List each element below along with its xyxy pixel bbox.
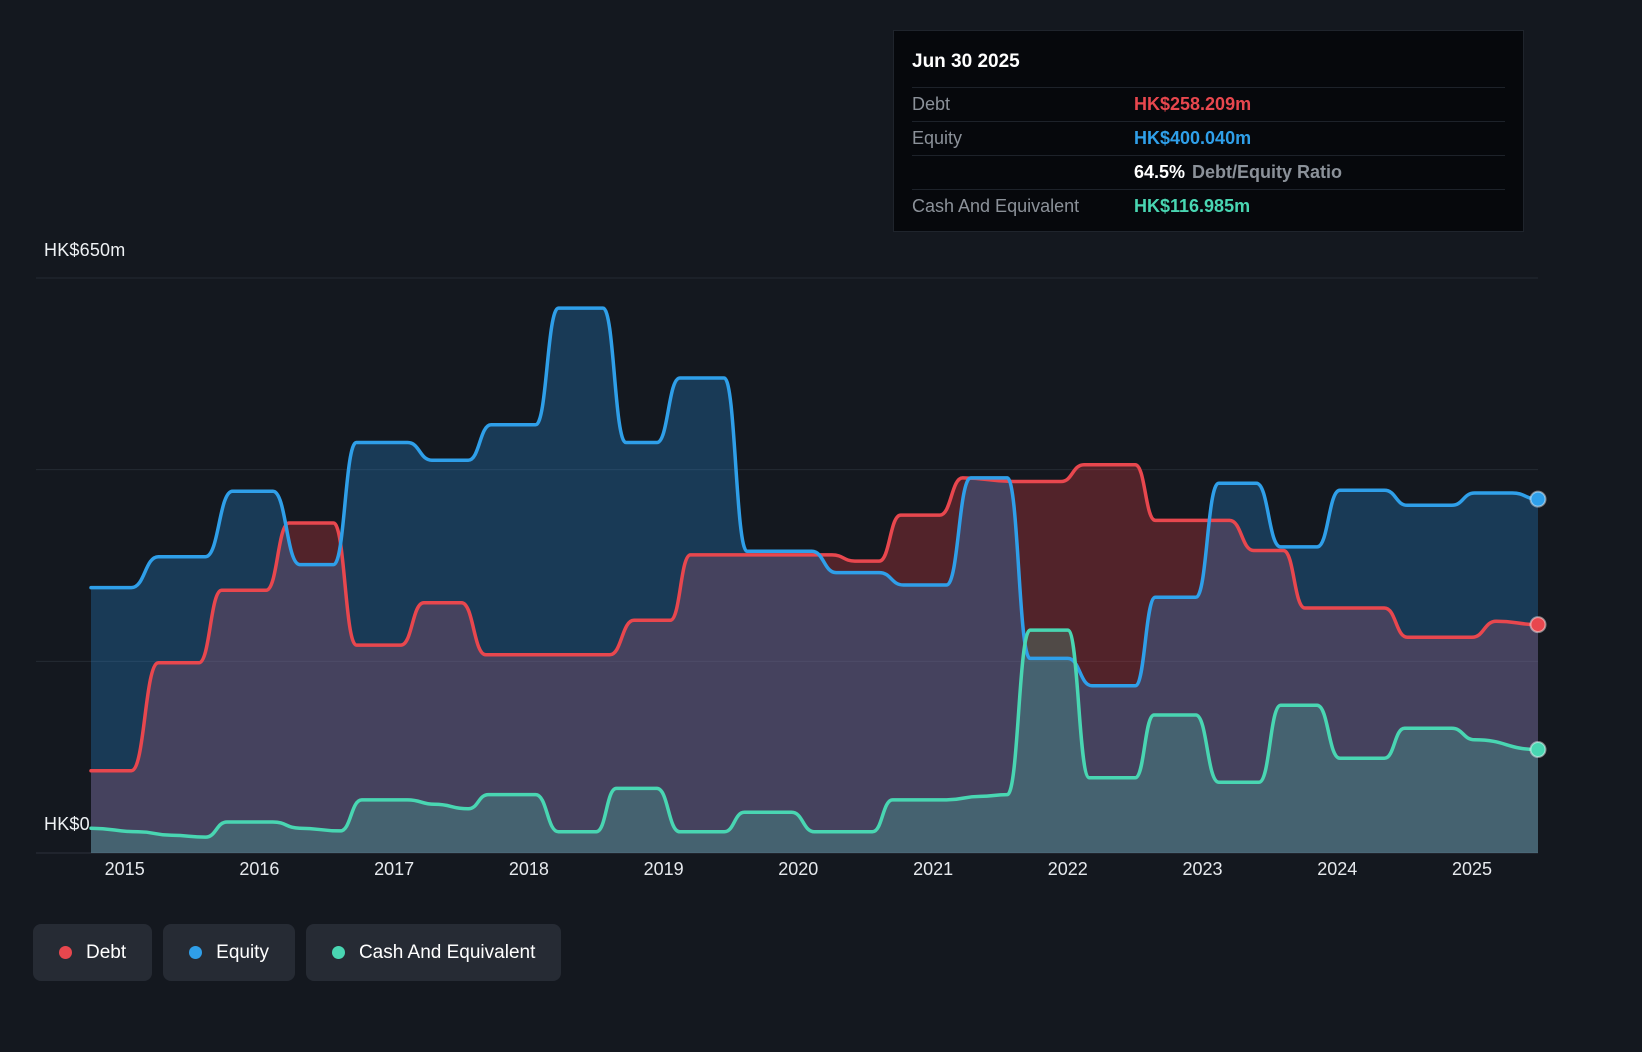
chart-tooltip: Jun 30 2025 Debt HK$258.209m Equity HK$4… — [893, 30, 1524, 232]
legend-label-cash: Cash And Equivalent — [358, 941, 536, 963]
area-equity — [91, 308, 1538, 854]
tooltip-ratio-value: 64.5% — [1134, 162, 1186, 182]
legend-item-cash[interactable]: Cash And Equivalent — [305, 924, 562, 981]
x-axis-label-2020: 2020 — [778, 859, 819, 879]
legend-label-debt: Debt — [86, 941, 127, 963]
area-cash-and-equivalent — [91, 630, 1538, 853]
chart-legend: Debt Equity Cash And Equivalent — [33, 924, 562, 981]
x-axis-label-2024: 2024 — [1317, 859, 1358, 879]
tooltip-debt-value: HK$258.209m — [1134, 94, 1252, 114]
endpoint-marker-cash-and-equivalent[interactable] — [1529, 741, 1547, 759]
x-axis-label-2022: 2022 — [1047, 859, 1088, 879]
cash-legend-dot-icon — [331, 946, 345, 959]
tooltip-equity-label: Equity — [912, 128, 963, 148]
x-axis-label-2021: 2021 — [913, 859, 954, 879]
tooltip-equity-value: HK$400.040m — [1134, 128, 1252, 148]
x-axis-label-2017: 2017 — [374, 859, 415, 879]
legend-item-equity[interactable]: Equity — [163, 924, 295, 981]
endpoint-marker-equity[interactable] — [1529, 490, 1547, 508]
tooltip-debt-label: Debt — [912, 94, 951, 114]
tooltip-cash-label: Cash And Equivalent — [912, 196, 1080, 216]
tooltip-date: Jun 30 2025 — [912, 51, 1020, 72]
area-debt — [91, 464, 1538, 853]
tooltip-row-ratio: 64.5% Debt/Equity Ratio — [912, 155, 1505, 189]
x-axis: 2015 2016 2017 2018 2019 2020 2021 2022 2023 2024… — [0, 859, 1642, 885]
x-axis-label-2025: 2025 — [1451, 859, 1493, 879]
tooltip-row-debt: Debt HK$258.209m — [912, 87, 1505, 121]
tooltip-ratio-label: Debt/Equity Ratio — [1192, 162, 1343, 182]
tooltip-cash-value: HK$116.985m — [1134, 196, 1251, 216]
tooltip-row-equity: Equity HK$400.040m — [912, 121, 1505, 155]
legend-item-debt[interactable]: Debt — [33, 924, 153, 981]
x-axis-label-2019: 2019 — [643, 859, 684, 879]
equity-legend-dot-icon — [189, 946, 203, 959]
y-axis-label-zero: HK$0 — [44, 814, 90, 834]
endpoint-marker-debt[interactable] — [1529, 616, 1547, 634]
x-axis-label-2018: 2018 — [508, 859, 549, 879]
x-axis-label-2015: 2015 — [104, 859, 145, 879]
legend-label-equity: Equity — [216, 941, 269, 963]
debt-legend-dot-icon — [59, 946, 72, 959]
y-axis-label-max: HK$650m — [44, 240, 126, 260]
line-debt — [89, 462, 1540, 773]
x-axis-label-2023: 2023 — [1182, 859, 1223, 879]
tooltip-row-cash: Cash And Equivalent HK$116.985m — [912, 189, 1505, 223]
line-cash-and-equivalent — [89, 628, 1540, 839]
x-axis-label-2016: 2016 — [239, 859, 280, 879]
line-equity — [89, 306, 1540, 688]
